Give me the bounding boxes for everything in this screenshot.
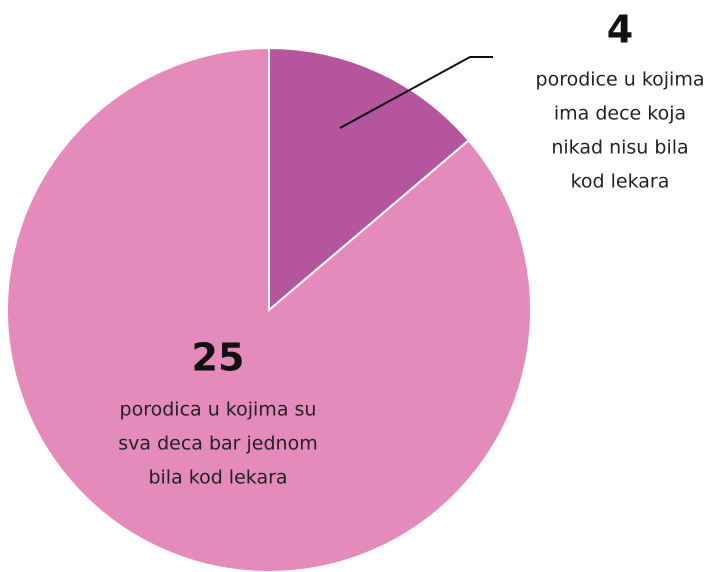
value-label: 4 <box>607 8 633 52</box>
slice-label: porodice u kojima <box>536 69 705 91</box>
labels: 4 porodice u kojima ima dece koja nikad nis… <box>118 8 704 489</box>
slice-label: porodica u kojima su <box>120 399 317 421</box>
slice-label: bila kod lekara <box>148 467 287 489</box>
slice-label: ima dece koja <box>554 103 686 125</box>
slice-label: nikad nisu bila <box>551 137 688 159</box>
value-label: 25 <box>192 336 245 380</box>
slice-label: sva deca bar jednom <box>118 433 317 455</box>
leader-line <box>339 56 493 129</box>
slice-label: kod lekara <box>571 171 670 193</box>
pie-slice <box>268 46 471 313</box>
slices <box>6 46 532 572</box>
pie-slice <box>6 46 532 572</box>
